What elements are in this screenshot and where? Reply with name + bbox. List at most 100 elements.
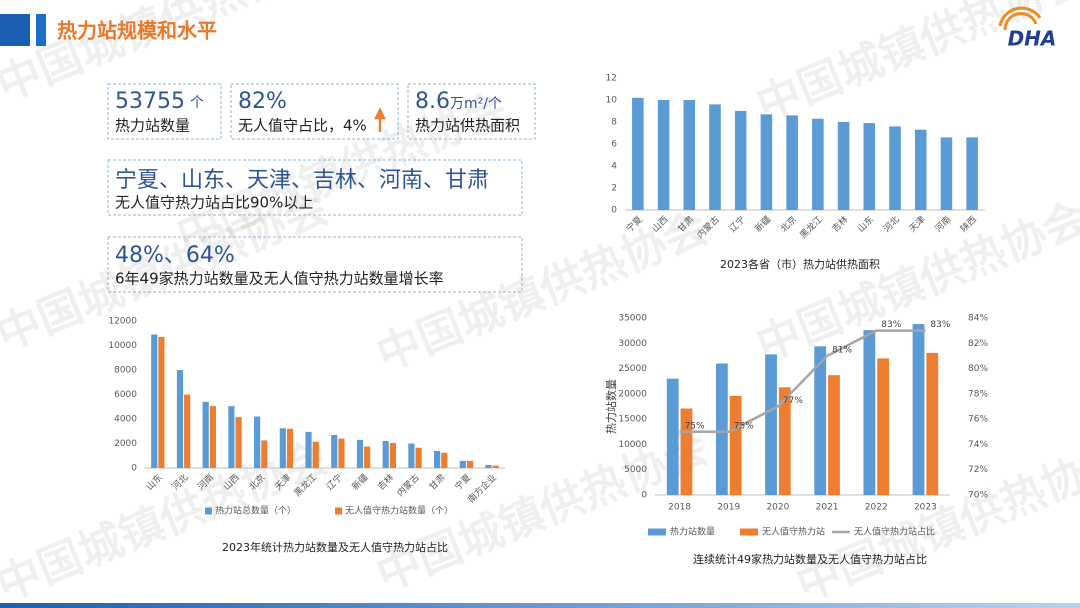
y-tick-label: 2000 [114,439,137,449]
legend-label: 无人值守热力站 [762,526,825,538]
x-tick-label: 北京 [778,213,799,234]
logo-arc [998,6,1042,27]
x-tick-label: 新疆 [349,471,370,492]
stat-box [107,236,523,293]
bar [261,440,268,468]
x-tick-label: 南方企业 [465,471,499,505]
bar [184,394,191,468]
bar [926,352,939,495]
bar [466,460,474,468]
bar [441,452,448,468]
y-tick-label: 8 [611,118,617,128]
bar [778,387,791,495]
bar [158,336,165,468]
bar [305,431,312,468]
x-tick-label: 山西 [650,214,671,235]
legend-swatch [740,528,758,536]
y-tick-label: 12000 [108,317,137,327]
x-tick-label: 2018 [668,503,691,513]
logo-text: DHA [1008,27,1057,51]
y-axis-label: 热力站数量 [604,379,618,434]
bar [715,363,728,495]
bar [680,408,693,495]
y-tick-label: 25000 [618,364,647,374]
x-tick-label: 黑龙江 [797,213,825,241]
legend-label: 无人值守热力站占比 [854,526,935,538]
bar [389,442,396,468]
legend-swatch [205,507,212,515]
bar [492,465,499,468]
logo: DHA [998,6,1057,51]
x-tick-label: 陕西 [958,213,979,234]
stat-unit: 万m²/个 [450,96,502,112]
stat-label: 6年49家热力站数量及无人值守热力站数量增长率 [115,270,444,288]
bar [338,438,345,468]
line [679,329,926,434]
y-tick-label: 4000 [114,415,137,425]
x-tick-label: 甘肃 [675,213,696,234]
bar [312,441,319,468]
y-tick-label: 20000 [618,389,647,399]
data-label: 75% [685,421,705,431]
header-bar [36,14,46,46]
x-tick-label: 2021 [816,503,839,513]
bar [408,443,415,468]
header-bar [0,14,30,46]
y-tick-label: 12 [606,74,617,84]
bar [765,354,777,495]
data-label: 83% [881,320,901,330]
bar [940,137,953,210]
bar [459,460,466,468]
x-tick-label: 2022 [865,503,888,513]
bar [151,334,158,468]
bar [889,126,901,210]
stat-box [107,83,222,140]
bar [279,428,286,468]
bar [828,375,840,495]
y2-tick-label: 82% [968,339,988,349]
legend-swatch [648,528,666,536]
x-tick-label: 山西 [221,472,242,493]
stat-value: 48%、64% [115,243,235,268]
bar [415,447,422,468]
y-tick-label: 10000 [618,440,647,450]
bar [914,129,927,210]
x-tick-label: 山东 [855,213,876,234]
footer-bar [0,603,1080,608]
y-tick-label: 6000 [114,390,137,400]
x-tick-label: 天津 [273,472,294,493]
y-tick-label: 4 [611,162,617,172]
bar [331,434,338,468]
chart-title: 连续统计49家热力站数量及无人值守热力站占比 [693,552,927,566]
data-label: 83% [930,320,950,330]
watermark: 中国城镇供热协会 [750,0,1080,131]
y-tick-label: 10 [606,96,618,106]
y2-tick-label: 78% [968,389,988,399]
stat-label: 无人值守占比，4% [238,117,367,135]
stat-boxes [107,83,536,293]
x-tick-label: 吉林 [829,213,850,234]
bar [863,123,876,210]
bar [356,439,364,468]
stat-label: 无人值守热力站占比90%以上 [115,194,313,212]
x-tick-label: 内蒙古 [394,471,422,499]
chart-title: 2023各省（市）热力站供热面积 [720,257,880,271]
bar [286,428,294,468]
y-tick-label: 0 [131,464,137,474]
stat-box [230,83,399,140]
x-tick-label: 甘肃 [426,471,447,492]
bar [235,417,242,468]
bar [209,406,216,468]
x-tick-label: 北京 [246,471,267,492]
y2-tick-label: 74% [968,440,988,450]
y2-tick-label: 76% [968,415,988,425]
bar [254,416,261,468]
page-title: 热力站规模和水平 [57,19,217,43]
y2-tick-label: 70% [968,491,988,501]
chart-title: 2023年统计热力站数量及无人值守热力站占比 [222,540,448,554]
logo-arc [1003,12,1038,31]
x-tick-label: 宁夏 [624,213,645,234]
x-tick-label: 吉林 [375,471,396,492]
